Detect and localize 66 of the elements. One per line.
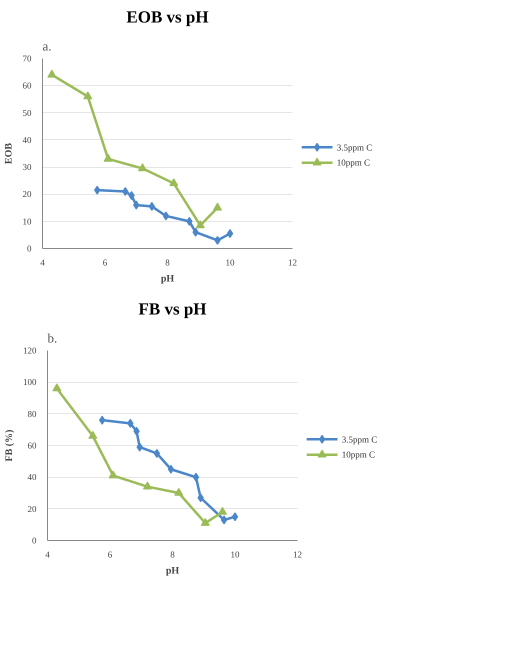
point bbox=[174, 488, 184, 496]
y-tick-label: 60 bbox=[28, 440, 37, 450]
point bbox=[154, 448, 160, 458]
point bbox=[108, 470, 118, 478]
x-tick-label: 8 bbox=[165, 258, 170, 268]
y-tick-label: 0 bbox=[32, 536, 37, 546]
legend-label: 10ppm C bbox=[336, 158, 370, 168]
point bbox=[162, 211, 170, 220]
point bbox=[186, 216, 193, 226]
point bbox=[148, 202, 156, 211]
x-tick-label: 8 bbox=[170, 550, 176, 560]
point bbox=[226, 229, 234, 238]
y-tick-label: 80 bbox=[28, 408, 37, 419]
y-tick-label: 0 bbox=[27, 244, 32, 254]
y-tick-label: 30 bbox=[22, 162, 32, 172]
y-tick-label: 60 bbox=[22, 80, 32, 91]
text: b. bbox=[48, 330, 58, 346]
text: a. bbox=[42, 38, 52, 54]
x-tick-label: 4 bbox=[45, 550, 50, 560]
y-axis-title: FB (%) bbox=[4, 430, 15, 462]
point bbox=[47, 70, 56, 78]
x-tick-label: 10 bbox=[226, 258, 235, 268]
y-tick-label: 120 bbox=[23, 346, 37, 356]
legend-label: 3.5ppm C bbox=[336, 142, 372, 152]
point bbox=[200, 518, 210, 526]
point bbox=[52, 383, 62, 392]
x-tick-label: 12 bbox=[288, 258, 297, 268]
x-tick-label: 6 bbox=[108, 550, 113, 560]
point bbox=[197, 493, 204, 502]
point bbox=[196, 220, 205, 228]
legend-label: 3.5ppm C bbox=[342, 434, 378, 444]
x-axis-title: pH bbox=[160, 274, 174, 284]
point bbox=[232, 512, 238, 522]
legend-label: 10ppm C bbox=[342, 450, 375, 460]
point bbox=[169, 178, 178, 186]
x-tick-label: 4 bbox=[40, 258, 46, 268]
point bbox=[220, 515, 228, 524]
point bbox=[214, 236, 221, 245]
point bbox=[128, 191, 135, 200]
x-tick-label: 6 bbox=[102, 258, 108, 268]
point bbox=[138, 163, 147, 172]
x-axis-title: pH bbox=[166, 566, 180, 576]
y-axis-title: EOB bbox=[4, 142, 14, 164]
chart-title: EOB vs pH bbox=[126, 8, 209, 26]
point bbox=[168, 464, 174, 474]
y-tick-label: 40 bbox=[28, 472, 37, 482]
point bbox=[88, 430, 98, 439]
point bbox=[218, 506, 227, 515]
point bbox=[122, 187, 128, 196]
y-tick-label: 50 bbox=[22, 108, 32, 118]
point bbox=[83, 91, 92, 100]
chart-title: FB vs pH bbox=[138, 300, 207, 318]
point bbox=[192, 228, 199, 237]
point bbox=[192, 472, 200, 482]
y-tick-label: 70 bbox=[22, 54, 32, 64]
point bbox=[104, 154, 113, 162]
y-tick-label: 40 bbox=[22, 134, 32, 145]
y-tick-label: 100 bbox=[23, 377, 37, 388]
x-tick-label: 10 bbox=[230, 550, 240, 560]
y-tick-label: 20 bbox=[22, 189, 32, 200]
y-tick-label: 10 bbox=[22, 216, 32, 226]
point bbox=[213, 202, 222, 211]
x-tick-label: 12 bbox=[293, 550, 302, 560]
point bbox=[133, 426, 140, 436]
point bbox=[143, 482, 152, 490]
y-tick-label: 20 bbox=[28, 504, 37, 514]
